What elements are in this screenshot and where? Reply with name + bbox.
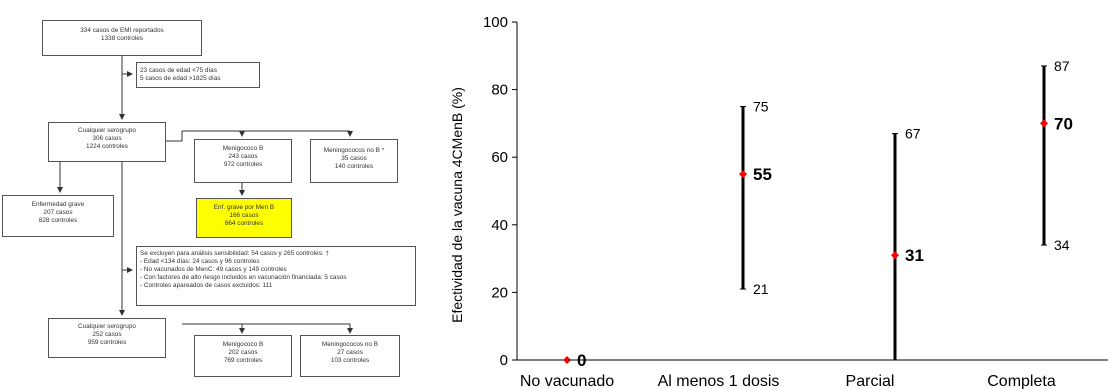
box-severe-menb: Enf. grave por Men B 166 casos 664 contr… [196, 198, 292, 238]
chart-points [563, 119, 1048, 364]
y-tick-label: 0 [500, 352, 508, 369]
chart-data-labels: 0 75 21 55 67 31 87 34 70 [568, 58, 1073, 370]
box-text: 207 casos [43, 209, 73, 216]
box-sensitivity-exclusions: Se excluyen para análisis sensibilidad: … [136, 246, 416, 306]
x-category-label: Parcial [846, 373, 895, 389]
box-text: 1224 controles [86, 143, 128, 150]
box-text: 5 casos de edad >1825 días [140, 75, 221, 82]
box-text: 202 casos [228, 349, 258, 356]
box-text: 1338 controles [101, 35, 143, 42]
box-list-item: - Con factores de alto riesgo incluidos … [140, 274, 347, 281]
estimate-label: 55 [753, 165, 772, 184]
estimate-label: 0 [577, 351, 586, 370]
box-text: Cualquier serogrupo [78, 127, 136, 134]
box-text: Se excluyen para análisis sensibilidad: … [140, 250, 329, 257]
box-text: 334 casos de EMI reportados [80, 27, 164, 34]
box-menb-1: Menigococo B 243 casos 972 controles [194, 139, 292, 183]
chart-axes [516, 22, 1108, 361]
box-severe-any: Enfermedad grave 207 casos 828 controles [2, 195, 114, 237]
estimate-label: 70 [1054, 114, 1073, 133]
y-tick-label: 80 [491, 82, 508, 99]
box-text: 27 casos [337, 349, 363, 356]
box-list-item: - Edad <134 días: 24 casos y 96 controle… [140, 258, 260, 265]
y-axis-label: Efectividad de la vacuna 4CMenB (%) [449, 87, 465, 323]
box-text: 972 controles [223, 161, 263, 168]
box-text: 166 casos [229, 212, 259, 219]
chart-ci-bars [740, 65, 1047, 360]
box-text: 306 casos [92, 135, 122, 142]
estimate-point [1040, 119, 1048, 128]
box-text: 35 casos [341, 155, 367, 162]
y-tick-label: 100 [483, 14, 508, 31]
box-text: Meningococos no B [321, 341, 379, 348]
chart-x-categories: No vacunado Al menos 1 dosis Parcial Comple… [520, 373, 1056, 389]
ci-lower-label: 34 [1054, 237, 1070, 253]
chart-y-ticks: 0 20 40 60 80 100 [483, 14, 517, 369]
ci-upper-label: 67 [905, 126, 921, 142]
box-text: 103 controles [330, 357, 370, 364]
x-category-label: Completa [987, 373, 1056, 389]
box-text: 23 casos de edad <75 días [140, 67, 217, 74]
box-any-serogroup-1: Cualquier serogrupo 306 casos 1224 contr… [48, 122, 166, 162]
box-text: Enfermedad grave [31, 201, 85, 208]
box-menb-2: Menigococo B 202 casos 769 controles [194, 335, 292, 377]
box-reported-cases: 334 casos de EMI reportados 1338 control… [42, 20, 202, 56]
box-text: 828 controles [38, 217, 78, 224]
y-tick-label: 20 [491, 284, 508, 301]
x-category-label: Al menos 1 dosis [658, 373, 780, 389]
box-text: Menigococo B [222, 145, 264, 152]
estimate-point [891, 251, 899, 260]
box-text: Meningococos no B * [323, 147, 385, 154]
ci-upper-label: 87 [1054, 58, 1070, 74]
box-non-b-1: Meningococos no B * 35 casos 140 control… [310, 139, 398, 183]
box-text: Cualquier serogrupo [78, 323, 136, 330]
box-text: Enf. grave por Men B [213, 204, 275, 211]
box-text: 959 controles [87, 339, 127, 346]
estimate-point [739, 170, 747, 179]
estimate-label: 31 [905, 246, 924, 265]
box-text: Menigococo B [222, 341, 264, 348]
box-text: 243 casos [228, 153, 258, 160]
box-any-serogroup-2: Cualquier serogrupo 252 casos 959 contro… [48, 318, 166, 358]
box-list-item: - No vacunados de MenC: 49 casos y 149 c… [140, 266, 287, 273]
y-tick-label: 40 [491, 217, 508, 234]
x-category-label: No vacunado [520, 373, 614, 389]
box-text: 252 casos [92, 331, 122, 338]
ci-upper-label: 75 [753, 99, 769, 115]
box-text: 769 controles [223, 357, 263, 364]
box-excluded-age: 23 casos de edad <75 días 5 casos de eda… [136, 62, 260, 88]
flowchart-connectors [57, 56, 353, 334]
box-text: 140 controles [334, 163, 374, 170]
box-non-b-2: Meningococos no B 27 casos 103 controles [300, 335, 400, 377]
y-tick-label: 60 [491, 149, 508, 166]
estimate-point [563, 356, 571, 364]
box-text: 664 controles [224, 220, 264, 227]
box-list-item: - Controles apareados de casos excluidos… [140, 282, 273, 289]
ci-lower-label: 21 [753, 281, 769, 297]
